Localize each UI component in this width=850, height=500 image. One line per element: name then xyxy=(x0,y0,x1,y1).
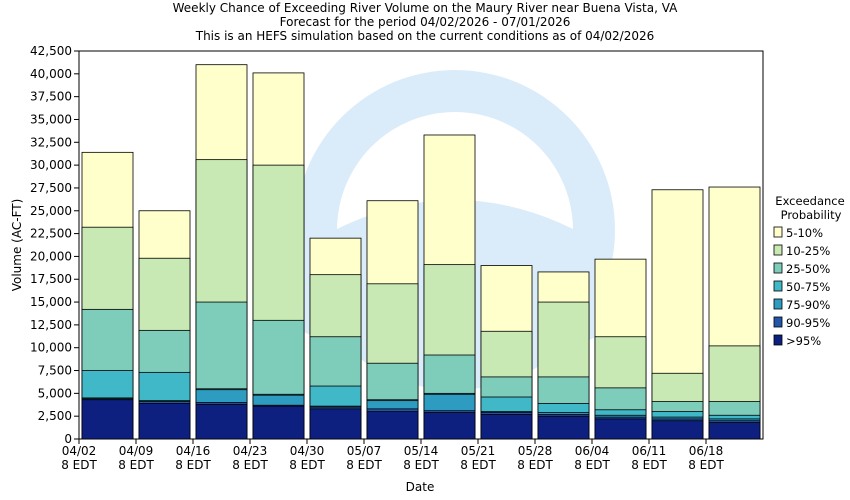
legend-label: >95% xyxy=(786,334,821,348)
legend-swatch xyxy=(773,226,783,238)
y-tick-label: 17,500 xyxy=(30,272,72,286)
y-tick-label: 30,000 xyxy=(30,158,72,172)
legend-swatch xyxy=(773,316,783,328)
x-tick-label-time: 8 EDT xyxy=(517,458,553,472)
legend-swatch xyxy=(773,262,783,274)
x-tick-label-time: 8 EDT xyxy=(289,458,325,472)
legend-swatch xyxy=(773,244,783,256)
y-tick-label: 10,000 xyxy=(30,341,72,355)
x-tick-label-time: 8 EDT xyxy=(631,458,667,472)
legend-label: 90-95% xyxy=(786,316,830,330)
x-tick-label-date: 05/21 xyxy=(461,444,496,458)
x-tick-label-date: 06/18 xyxy=(689,444,724,458)
bar--95--06-18 xyxy=(708,422,761,440)
y-axis-title: Volume (AC-FT) xyxy=(10,199,24,292)
bar--95--04-02 xyxy=(81,399,134,440)
y-tick-label: 40,000 xyxy=(30,67,72,81)
y-tick-label: 2,500 xyxy=(38,409,72,423)
x-tick-label-date: 06/04 xyxy=(575,444,610,458)
bar--95--04-16 xyxy=(195,403,248,440)
y-tick-label: 32,500 xyxy=(30,135,72,149)
x-axis-title: Date xyxy=(406,480,435,494)
legend-swatch xyxy=(773,334,783,346)
legend-label: 25-50% xyxy=(786,262,830,276)
x-tick-label-time: 8 EDT xyxy=(403,458,439,472)
y-tick-label: 42,500 xyxy=(30,44,72,58)
x-tick-label-time: 8 EDT xyxy=(574,458,610,472)
y-tick-label: 15,000 xyxy=(30,295,72,309)
x-tick-label-date: 06/11 xyxy=(632,444,667,458)
x-tick-label-date: 05/28 xyxy=(518,444,553,458)
legend-label: 10-25% xyxy=(786,244,830,258)
y-tick-label: 27,500 xyxy=(30,181,72,195)
x-tick-label-date: 04/02 xyxy=(62,444,97,458)
y-tick-label: 37,500 xyxy=(30,90,72,104)
x-tick-label-time: 8 EDT xyxy=(232,458,268,472)
bar--95--06-04 xyxy=(594,418,647,440)
bar--95--04-23 xyxy=(252,405,305,440)
bar--95--04-09 xyxy=(138,402,191,440)
bar--95--05-07 xyxy=(366,411,419,440)
y-tick-label: 0 xyxy=(64,432,72,446)
x-tick-label-time: 8 EDT xyxy=(688,458,724,472)
legend-label: 75-90% xyxy=(786,298,830,312)
legend-swatch xyxy=(773,280,783,292)
x-tick-label-date: 05/07 xyxy=(347,444,382,458)
y-tick-label: 7,500 xyxy=(38,364,72,378)
x-tick-label-time: 8 EDT xyxy=(61,458,97,472)
x-tick-label-date: 04/09 xyxy=(119,444,154,458)
chart-title-line-2: Forecast for the period 04/02/2026 - 07/… xyxy=(279,15,571,29)
x-tick-label-time: 8 EDT xyxy=(175,458,211,472)
bar--95--05-14 xyxy=(423,412,476,440)
y-tick-label: 35,000 xyxy=(30,112,72,126)
legend-label: 5-10% xyxy=(786,226,823,240)
bar--95--05-21 xyxy=(480,413,533,440)
x-tick-label-date: 04/16 xyxy=(176,444,211,458)
x-tick-label-date: 05/14 xyxy=(404,444,439,458)
legend-title-line-2: Probability xyxy=(781,208,842,222)
y-tick-label: 5,000 xyxy=(38,386,72,400)
x-tick-label-date: 04/23 xyxy=(233,444,268,458)
y-tick-label: 20,000 xyxy=(30,249,72,263)
legend-title-line-1: Exceedance xyxy=(775,194,844,208)
bar--95--06-11 xyxy=(651,420,704,440)
bar--95--04-30 xyxy=(309,408,362,440)
bar--95--05-28 xyxy=(537,415,590,440)
chart-title-line-1: Weekly Chance of Exceeding River Volume … xyxy=(172,1,678,15)
x-tick-label-time: 8 EDT xyxy=(346,458,382,472)
y-tick-label: 25,000 xyxy=(30,204,72,218)
x-tick-label-time: 8 EDT xyxy=(460,458,496,472)
y-tick-label: 12,500 xyxy=(30,318,72,332)
x-tick-label-date: 04/30 xyxy=(290,444,325,458)
legend-label: 50-75% xyxy=(786,280,830,294)
legend-swatch xyxy=(773,298,783,310)
y-tick-label: 22,500 xyxy=(30,227,72,241)
chart-title-line-3: This is an HEFS simulation based on the … xyxy=(195,29,655,43)
x-tick-label-time: 8 EDT xyxy=(118,458,154,472)
